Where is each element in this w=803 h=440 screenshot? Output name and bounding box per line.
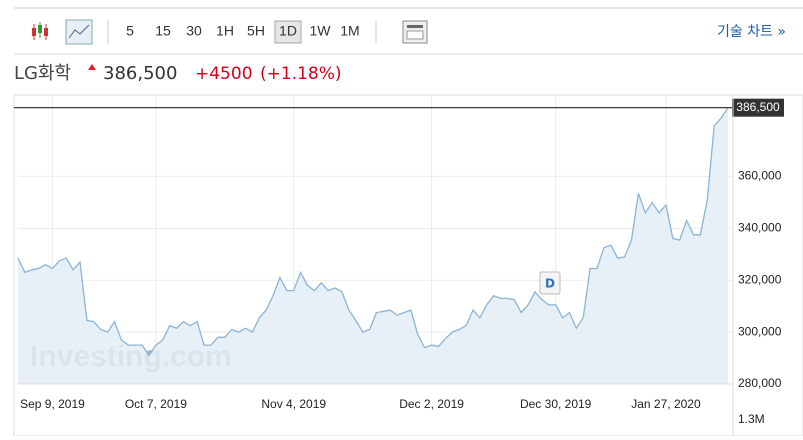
line-icon[interactable] bbox=[65, 19, 93, 45]
up-arrow bbox=[88, 64, 96, 70]
x-tick-label: Dec 30, 2019 bbox=[520, 397, 592, 411]
interval-button[interactable]: 5H bbox=[247, 23, 265, 39]
y-tick-label: 360,000 bbox=[738, 169, 782, 183]
last-price-label: 386,500 bbox=[736, 100, 780, 114]
interval-button[interactable]: 1M bbox=[340, 23, 359, 39]
candle-icon[interactable] bbox=[32, 22, 48, 40]
x-tick-label: Dec 2, 2019 bbox=[399, 397, 464, 411]
annotation-box bbox=[539, 271, 561, 295]
annotation: D bbox=[545, 277, 555, 291]
y-tick-label: 280,000 bbox=[738, 376, 782, 390]
y-tick-label: 340,000 bbox=[738, 220, 782, 234]
area-fill bbox=[18, 107, 728, 384]
interval-button[interactable]: 5 bbox=[126, 23, 134, 39]
stock-name: LG화학 bbox=[14, 63, 71, 84]
interval-button[interactable]: 1D bbox=[279, 23, 297, 39]
change: +4500 bbox=[195, 64, 253, 84]
x-tick-label: Nov 4, 2019 bbox=[261, 397, 326, 411]
price: 386,500 bbox=[103, 63, 177, 84]
calendar-icon[interactable] bbox=[402, 20, 428, 44]
interval-button[interactable]: 1W bbox=[310, 23, 332, 39]
price-line bbox=[17, 107, 729, 357]
volume-label: 1.3M bbox=[738, 412, 765, 426]
last-price-box bbox=[732, 98, 784, 117]
interval-button[interactable]: 1H bbox=[216, 23, 234, 39]
interval-button[interactable]: 15 bbox=[155, 23, 171, 39]
tech-chart-link[interactable]: 기술 차트 » bbox=[717, 24, 786, 40]
y-tick-label: 300,000 bbox=[738, 324, 782, 338]
interval-buttons: 5 15 30 1H 5H 1D 1W 1M bbox=[126, 20, 360, 44]
change-pct: (+1.18%) bbox=[260, 64, 342, 84]
x-tick-label: Oct 7, 2019 bbox=[125, 397, 187, 411]
interval-button[interactable]: 30 bbox=[186, 23, 202, 39]
plot: 280,000 300,000 320,000 340,000 360,000 Sep 9… bbox=[14, 95, 784, 436]
x-tick-label: Jan 27, 2020 bbox=[631, 397, 701, 411]
y-tick-label: 320,000 bbox=[738, 272, 782, 286]
active-interval bbox=[274, 20, 302, 44]
x-tick-label: Sep 9, 2019 bbox=[20, 397, 85, 411]
